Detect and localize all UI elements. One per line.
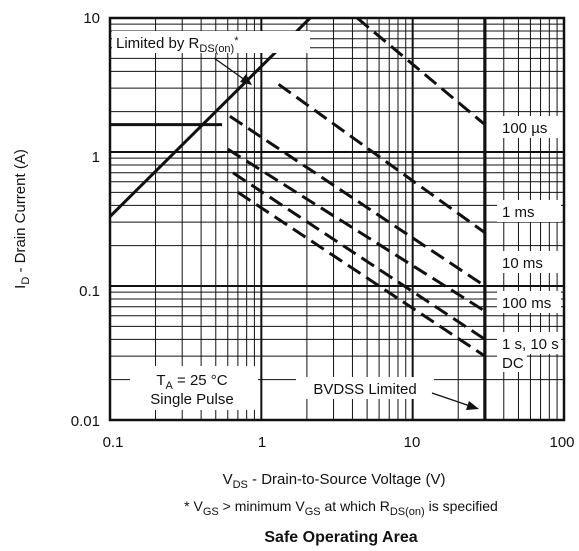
series-label: 100 µs <box>502 120 547 137</box>
curve-labels: 100 µs 1 ms 10 ms 100 ms 1 s, 10 s DC <box>497 116 561 372</box>
chart-title: Safe Operating Area <box>264 529 417 546</box>
x-tick-label: 1 <box>258 434 266 451</box>
y-tick-label: 0.01 <box>71 413 100 430</box>
bvdss-label-bg <box>296 377 434 399</box>
series-line <box>237 191 486 358</box>
plot-frame <box>108 16 566 422</box>
rds-arrowhead <box>240 74 252 85</box>
x-tick-label: 0.1 <box>103 434 124 451</box>
rds-label-bg <box>112 31 310 53</box>
rds-limit-label: Limited by RDS(on)* <box>116 35 239 55</box>
y-axis-label: ID - Drain Current (A) <box>12 149 32 289</box>
series-line <box>232 171 486 341</box>
series-label: DC <box>502 355 524 372</box>
bvdss-limit-label: BVDSS Limited <box>313 381 416 398</box>
x-tick-label: 100 <box>549 434 574 451</box>
series-line <box>229 114 486 288</box>
footnote: * VGS > minimum VGS at which RDS(on) is … <box>184 498 498 518</box>
soa-curves <box>110 18 487 420</box>
series-line <box>227 147 486 313</box>
series-line <box>356 18 486 126</box>
grid <box>110 18 564 420</box>
bvdss-arrowhead <box>466 401 479 410</box>
y-tick-label: 1 <box>92 149 100 166</box>
y-tick-label: 10 <box>83 10 100 27</box>
x-tick-label: 10 <box>404 434 421 451</box>
series-line <box>277 83 486 234</box>
series-label: 1 s, 10 s <box>502 336 559 353</box>
conditions-bg <box>130 366 258 410</box>
series-label: 1 ms <box>502 204 535 221</box>
y-tick-label: 0.1 <box>79 283 100 300</box>
conditions-line2: Single Pulse <box>150 391 233 408</box>
series-label: 10 ms <box>502 255 543 272</box>
rds-arrow <box>213 57 246 81</box>
series-label: 100 ms <box>502 295 551 312</box>
x-axis-label: VDS - Drain-to-Source Voltage (V) <box>223 471 446 491</box>
conditions-line1: TA = 25 °C <box>156 372 227 392</box>
bvdss-arrow <box>431 392 471 407</box>
